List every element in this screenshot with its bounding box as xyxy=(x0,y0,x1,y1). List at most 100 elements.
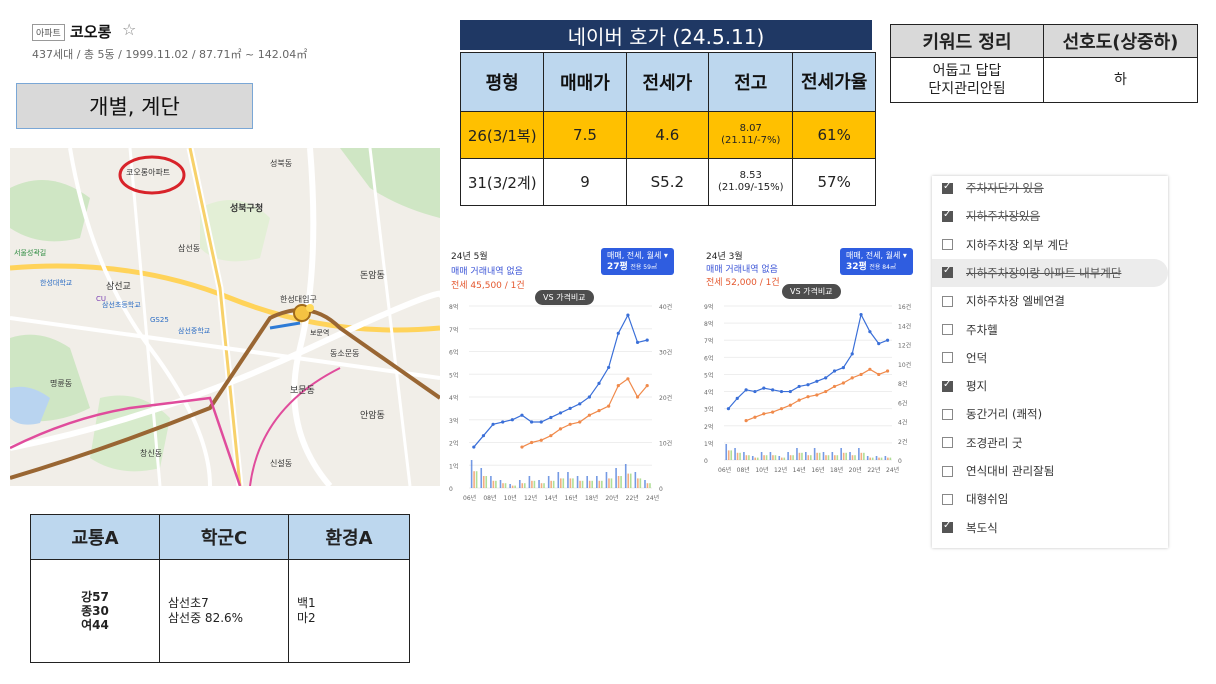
volume-bar xyxy=(801,452,803,460)
volume-bar xyxy=(528,476,531,488)
data-point xyxy=(510,418,514,422)
unchecked-checkbox[interactable] xyxy=(942,408,953,420)
y2-tick-label: 4건 xyxy=(898,419,907,427)
data-point xyxy=(877,342,881,346)
data-point xyxy=(841,381,845,385)
checked-checkbox[interactable] xyxy=(942,379,953,392)
checklist-item[interactable]: 동간거리 (쾌적) xyxy=(942,404,1042,424)
data-point xyxy=(779,389,784,394)
checked-checkbox[interactable] xyxy=(942,520,953,534)
volume-bar xyxy=(869,457,871,460)
data-point xyxy=(788,389,792,394)
y-tick-label: 0 xyxy=(704,458,708,465)
checked-checkbox[interactable] xyxy=(942,209,953,222)
checklist-item[interactable]: 지하주차장있음 xyxy=(942,206,1040,226)
series-line xyxy=(727,312,888,410)
unchecked-checkbox[interactable] xyxy=(942,295,953,307)
volume-bar xyxy=(831,452,834,460)
map-label: 명륜동 xyxy=(50,379,73,388)
chart-2-svg: 0 1억 2억 3억 4억 5억 6억 7억 8억 9억 0 2건 4건 6건 8건 10건 12건 14건 16건… xyxy=(704,303,911,474)
map-label: 삼선초등학교 xyxy=(102,301,141,309)
map-label: 보문동 xyxy=(290,386,315,396)
table-row: 31(3/2계) 9 S5.2 8.53 (21.09/-15%) 57% xyxy=(459,158,876,206)
unchecked-checkbox[interactable] xyxy=(942,324,953,335)
unchecked-checkbox[interactable] xyxy=(942,493,953,505)
volume-bar xyxy=(774,455,777,460)
price-ratio: 61% xyxy=(792,111,876,159)
data-point xyxy=(771,388,775,392)
checked-checkbox[interactable] xyxy=(942,181,953,194)
data-point xyxy=(645,338,649,342)
volume-bar xyxy=(620,476,622,488)
price-high-detail: (21.11/-7%) xyxy=(721,135,781,146)
data-point xyxy=(607,404,611,408)
data-point xyxy=(568,422,572,426)
price-chart-1[interactable]: 24년 5월 매매 거래내역 없음 전세 45,500 / 1건 매매, 전세,… xyxy=(447,244,687,504)
y-tick-label: 8억 xyxy=(449,303,458,311)
x-tick-label: 18년 xyxy=(585,494,598,502)
checklist-item[interactable]: 언덕 xyxy=(942,348,987,368)
chart-no-deal: 매매 거래내역 없음 xyxy=(706,265,778,275)
x-tick-label: 14년 xyxy=(793,466,806,474)
vs-compare-button[interactable]: VS 가격비교 xyxy=(535,290,594,305)
data-point xyxy=(549,415,553,420)
volume-bar xyxy=(854,455,856,460)
map-label-target: 코오롱아파트 xyxy=(126,168,171,177)
table-row: 26(3/1복) 7.5 4.6 8.07 (21.11/-7%) 61% xyxy=(459,111,876,159)
unchecked-checkbox[interactable] xyxy=(942,437,953,449)
y2-tick-label: 10건 xyxy=(659,440,672,448)
volume-bar xyxy=(863,452,865,460)
data-point xyxy=(530,420,534,424)
checklist-item[interactable]: 주차헬 xyxy=(942,320,998,340)
location-map[interactable]: 코오롱아파트 삼선동 성북구청 삼선교 한성대입구 보문동 안암동 돈암동 삼선… xyxy=(10,148,440,486)
data-point xyxy=(868,330,872,334)
vs-compare-button[interactable]: VS 가격비교 xyxy=(782,284,841,299)
data-point xyxy=(762,386,766,390)
x-tick-label: 08년 xyxy=(737,466,750,474)
chart-date: 24년 5월 xyxy=(451,252,488,262)
volume-bar xyxy=(825,455,827,460)
volume-bar xyxy=(813,448,816,460)
y-tick-label: 2억 xyxy=(704,423,713,431)
checklist-item[interactable]: 대형쉬임 xyxy=(942,489,1008,509)
map-label: 동소문동 xyxy=(330,349,360,358)
volume-bar xyxy=(756,457,759,460)
data-point xyxy=(815,379,819,383)
price-header-jeonse: 전세가 xyxy=(625,52,710,112)
chart-filter-button[interactable]: 매매, 전세, 월세 ▾ 32평 전용 84㎡ xyxy=(840,248,913,275)
checklist-item[interactable]: 지하주차장 외부 계단 xyxy=(942,235,1069,255)
checklist-item[interactable]: 평지 xyxy=(942,376,987,396)
volume-bar xyxy=(649,483,651,488)
volume-bar xyxy=(792,455,794,460)
checked-checkbox[interactable] xyxy=(942,265,953,279)
transport-item: 종30 xyxy=(81,604,109,618)
volume-bar xyxy=(547,476,550,488)
unchecked-checkbox[interactable] xyxy=(942,465,953,477)
unchecked-checkbox[interactable] xyxy=(942,352,953,364)
chart-filter-button[interactable]: 매매, 전세, 월세 ▾ 27평 전용 59㎡ xyxy=(601,248,674,275)
checklist-item-label: 지하주차장이랑 아파트 내부계단 xyxy=(966,265,1122,280)
checklist-item[interactable]: 연식대비 관리잘됨 xyxy=(942,461,1054,481)
volume-bar xyxy=(504,483,507,488)
checklist-item[interactable]: 지하주차장 엘베연결 xyxy=(942,291,1065,311)
price-chart-2[interactable]: 24년 3월 매매 거래내역 없음 전세 52,000 / 1건 매매, 전세,… xyxy=(702,244,918,484)
volume-bar xyxy=(878,457,880,460)
checklist-item[interactable]: 조경관리 굿 xyxy=(942,433,1023,453)
volume-bar xyxy=(470,460,473,488)
rating-table: 교통A 학군C 환경A 강57 종30 여44 삼선초7 삼선중 82.6% 백… xyxy=(30,514,410,663)
checklist-item[interactable]: 지하주차장이랑 아파트 내부계단 xyxy=(942,263,1121,283)
data-point xyxy=(530,440,534,445)
volume-bar xyxy=(538,480,540,488)
unchecked-checkbox[interactable] xyxy=(942,239,953,251)
favorite-star-icon[interactable]: ☆ xyxy=(122,20,137,39)
map-label: 삼선교 xyxy=(106,282,131,292)
transport-cell: 강57 종30 여44 xyxy=(30,559,160,663)
volume-bar xyxy=(502,483,504,488)
checklist-item[interactable]: 복도식 xyxy=(942,518,998,538)
volume-bar xyxy=(586,476,588,488)
school-item: 삼선중 82.6% xyxy=(168,611,244,625)
keyword-line: 단지관리안됨 xyxy=(928,81,1006,97)
checklist-item[interactable]: 주차자단가 있음 xyxy=(942,178,1044,198)
school-cell: 삼선초7 삼선중 82.6% xyxy=(159,559,289,663)
data-point xyxy=(824,389,828,394)
